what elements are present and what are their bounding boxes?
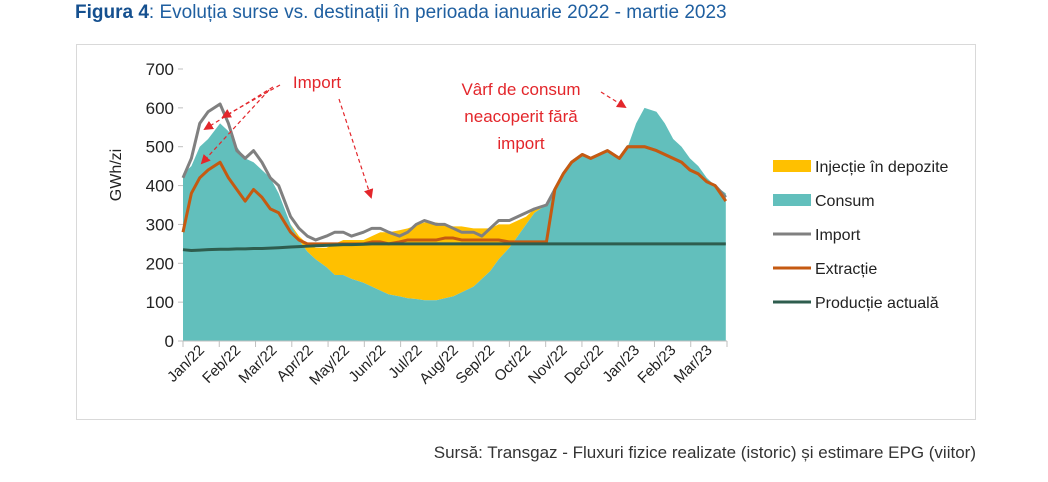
x-tick-label: Mar/22 <box>235 342 280 387</box>
figure-number: Figura 4 <box>75 2 149 23</box>
annotation-peak-line: import <box>497 134 545 153</box>
x-tick-label: Aug/22 <box>416 342 462 388</box>
y-tick-label: 0 <box>165 332 174 351</box>
x-tick-label: Sep/22 <box>452 342 498 388</box>
legend-swatch <box>773 194 811 206</box>
legend-swatch <box>773 160 811 172</box>
x-tick-label: Jun/22 <box>345 342 389 386</box>
legend-label: Consum <box>815 193 875 210</box>
series-area-consum <box>183 107 726 341</box>
x-tick-label: Jan/23 <box>599 342 643 386</box>
series-area-injectie <box>183 107 726 301</box>
legend-label: Producție actuală <box>815 295 939 312</box>
x-tick-label: Mar/23 <box>671 342 716 387</box>
x-tick-label: Feb/23 <box>634 342 679 387</box>
figure-title-text: : Evoluția surse vs. destinații în perio… <box>148 2 727 23</box>
x-tick-label: Feb/22 <box>199 342 244 387</box>
legend-label: Import <box>815 227 861 244</box>
y-tick-label: 600 <box>146 99 174 118</box>
annotation-arrow <box>600 91 627 109</box>
y-axis-label: GWh/zi <box>108 149 125 201</box>
annotation-arrow <box>203 86 274 131</box>
source-note: Sursă: Transgaz - Fluxuri fizice realiza… <box>433 443 976 462</box>
y-tick-label: 700 <box>146 60 174 79</box>
annotation-peak-line: neacoperit fără <box>464 107 578 126</box>
legend-label: Injecție în depozite <box>815 159 949 176</box>
chart-frame: 0 100 200 300 400 500 600 700 GWh/zi Jan/22 Feb/22… <box>76 44 976 420</box>
y-tick-label: 300 <box>146 215 174 234</box>
series-line-extractie <box>181 145 728 246</box>
y-tick-label: 100 <box>146 293 174 312</box>
annotation-peak-line: Vârf de consum <box>461 80 580 99</box>
y-tick-label: 500 <box>146 138 174 157</box>
annotation-arrow <box>221 84 281 118</box>
x-tick-label: Nov/22 <box>525 342 571 388</box>
annotation-arrow <box>200 89 270 165</box>
legend-label: Extracție <box>815 261 877 278</box>
x-tick-label: May/22 <box>306 342 353 389</box>
y-tick-label: 400 <box>146 177 174 196</box>
figure-title: Figura 4: Evoluția surse vs. destinații … <box>75 2 727 24</box>
annotation-import: Import <box>293 73 341 92</box>
series-line-productie <box>182 242 726 252</box>
y-tick-label: 200 <box>146 254 174 273</box>
annotation-arrow <box>338 98 374 199</box>
x-tick-label: Dec/22 <box>561 342 607 388</box>
chart-svg: 0100200300400500600700GWh/ziJan/22Feb/22… <box>108 60 949 389</box>
